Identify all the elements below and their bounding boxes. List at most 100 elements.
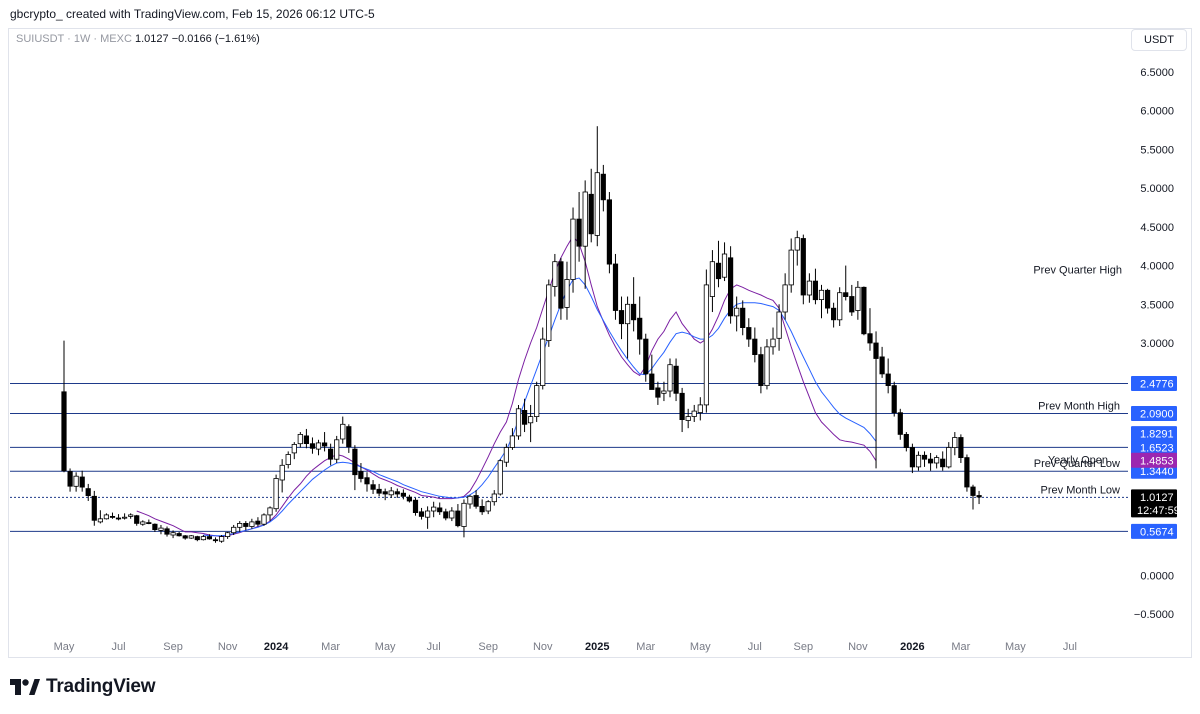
candle-body [461,502,467,527]
candle-body [237,523,243,528]
candle-body [661,390,667,394]
candle-body [546,284,552,341]
x-tick-label: May [375,641,396,653]
ema-slow-line [203,277,877,537]
y-tick-label: 3.0000 [1140,338,1174,350]
candle-body [528,416,534,424]
price-label-yearly-tag [1131,452,1177,468]
candle-body [825,289,831,309]
candle-body [279,464,285,481]
level-1-tag-text: 2.0900 [1140,408,1174,420]
y-tick-label: −0.5000 [1134,609,1174,621]
candle-body [788,249,794,286]
candle-body [582,191,588,247]
candle-body [400,492,407,497]
symbol-name: SUIUSDT · 1W · MEXC [16,33,132,45]
candle-body [655,387,661,398]
candle-body [679,392,685,420]
candle-body [734,307,740,317]
x-tick-label: Mar [321,641,340,653]
currency-button[interactable]: USDT [1131,29,1187,51]
candle-body [691,410,697,417]
candle-body [728,257,734,317]
level-0-tag [1131,375,1177,391]
candle-body [376,488,382,494]
candle-body [394,491,400,495]
y-tick-label: 0.0000 [1140,570,1174,582]
candle-body [606,199,613,265]
x-tick-label: Jul [427,641,441,653]
candle-body [182,535,188,539]
candle-body [855,286,861,311]
candle-body [455,510,461,527]
candle-body [467,495,473,505]
candle-body [782,284,788,313]
candle-body [588,193,594,235]
symbol-legend[interactable]: SUIUSDT · 1W · MEXC 1.0127 −0.0166 (−1.6… [16,33,260,45]
candle-body [346,426,352,448]
candle-body [928,458,934,464]
x-tick-label: Nov [533,641,553,653]
candle-body [315,442,322,450]
candle-body [327,448,334,460]
brand[interactable]: TradingView [10,676,156,698]
candle-body [437,507,443,513]
candle-body [915,454,922,468]
candle-body [91,495,97,521]
candle-body [715,262,722,280]
candle-body [134,515,140,524]
price-label-yearly-tag-text: 1.4853 [1140,455,1174,467]
x-tick-label: Nov [848,641,868,653]
y-tick-label: 3.5000 [1140,299,1174,311]
y-tick-label: 6.5000 [1140,67,1174,79]
candle-body [770,338,776,348]
candle-body [231,526,237,534]
candle-body [873,342,879,359]
candle-body [115,517,122,520]
candle-body [424,510,431,518]
candle-body [358,471,364,479]
level-1-tag [1131,405,1177,421]
y-tick-label: 4.5000 [1140,222,1174,234]
candle-body [540,338,546,387]
candle-body [552,261,558,287]
candle-body [79,476,85,488]
price-label-last-tag [1131,489,1177,518]
candle-body [261,514,267,525]
candle-body [800,238,806,296]
candle-body [479,505,485,513]
candle-body [970,486,976,496]
price-label-plain-tag-text: 1.8291 [1140,429,1174,441]
candle-body [649,373,655,390]
candle-body [97,518,103,523]
y-tick-label: 4.0000 [1140,261,1174,273]
price-label-plain-tag [1131,426,1177,442]
candle-body [594,172,600,236]
candle-body [449,510,455,519]
x-tick-label: Jul [1063,641,1077,653]
candle-body [849,296,855,313]
bar-countdown: 12:47:59 [1137,505,1180,517]
candle-body [340,423,346,440]
candle-body [600,173,606,201]
candle-body [285,454,291,466]
candle-body [625,303,631,325]
candle-body [352,448,358,476]
level-name: Prev Quarter Low [1034,458,1120,470]
candle-body [297,433,303,445]
level-0-tag-text: 2.4776 [1140,378,1174,390]
ema-fast-line [136,235,877,538]
candle-body [255,520,261,525]
candle-body [891,385,897,414]
chart-credit: gbcrypto_ created with TradingView.com, … [10,7,375,21]
candle-body [406,496,413,502]
candle-body [570,218,576,280]
x-tick-label: Sep [794,641,814,653]
x-tick-label: Sep [478,641,498,653]
candle-body [73,475,79,487]
candle-body [697,404,703,413]
x-tick-label: Nov [218,641,238,653]
y-tick-label: 6.0000 [1140,106,1174,118]
candle-body [509,435,516,448]
